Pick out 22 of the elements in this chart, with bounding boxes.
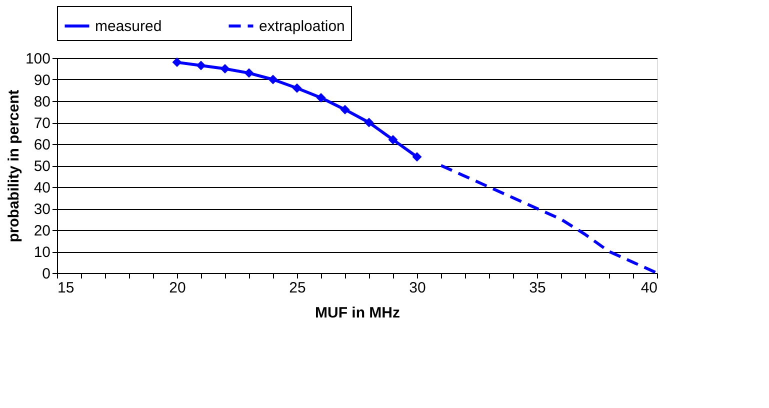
legend-label: extraploation (259, 18, 345, 35)
x-tick-label: 40 (640, 280, 658, 296)
y-tick-label: 80 (34, 94, 50, 110)
x-tick-label: 15 (58, 280, 74, 296)
y-tick-label: 30 (34, 201, 50, 218)
y-axis-title: probability in percent (5, 90, 22, 242)
y-tick-label: 20 (34, 222, 50, 240)
y-tick-label: 0 (42, 266, 50, 282)
y-tick-label: 60 (34, 136, 50, 154)
x-tick-label: 35 (529, 280, 546, 296)
x-axis-title: MUF in MHz (315, 304, 400, 322)
x-tick-label: 25 (289, 280, 306, 296)
line-series (440, 164, 658, 274)
y-tick-label: 10 (34, 244, 50, 261)
y-tick-label: 40 (34, 180, 50, 196)
y-tick-label: 100 (25, 50, 50, 68)
y-tick-label: 90 (34, 72, 50, 89)
legend-label: measured (95, 18, 162, 35)
y-tick-label: 50 (34, 158, 50, 175)
y-tick-label: 70 (34, 115, 50, 132)
x-tick-label: 20 (169, 280, 186, 296)
x-tick-label: 30 (409, 280, 426, 296)
